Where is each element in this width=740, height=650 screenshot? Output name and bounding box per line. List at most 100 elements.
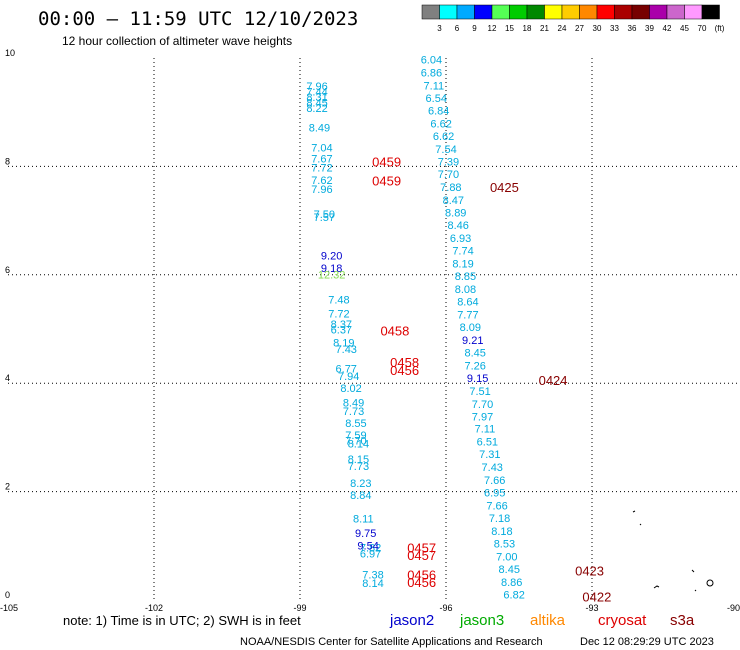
time-label: 0458 [390, 355, 419, 370]
legend-swatch [579, 4, 598, 20]
wave-height-label: 8.08 [455, 284, 476, 296]
wave-height-label: 7.94 [338, 371, 359, 383]
wave-height-label: 7.48 [328, 295, 349, 307]
legend-label: 6 [455, 24, 460, 33]
time-label: 0423 [575, 564, 604, 579]
y-tick-label: 10 [5, 48, 15, 58]
x-tick-label: -99 [293, 603, 306, 613]
wave-height-label: 6.04 [421, 55, 442, 67]
legend-swatch [666, 4, 685, 20]
wave-height-label: 8.89 [445, 207, 466, 219]
y-tick-label: 6 [5, 265, 10, 275]
legend-label: 3 [437, 24, 442, 33]
wave-height-label: 6.86 [421, 68, 442, 80]
wave-height-label: 7.54 [435, 144, 456, 156]
legend-swatch [684, 4, 703, 20]
legend-label: 27 [575, 24, 584, 33]
wave-height-label: 9.20 [321, 250, 342, 262]
wave-height-label: 7.70 [345, 436, 366, 448]
x-tick-label: -96 [439, 603, 452, 613]
wave-height-label: 7.70 [472, 399, 493, 411]
legend-label: 33 [610, 24, 619, 33]
legend-swatch [561, 4, 580, 20]
legend-label: 42 [663, 24, 672, 33]
legend-label: 30 [593, 24, 602, 33]
y-tick-label: 0 [5, 590, 10, 600]
wave-height-label: 9.15 [467, 373, 488, 385]
wave-height-label: 6.82 [503, 590, 524, 602]
wave-height-label: 7.18 [489, 513, 510, 525]
legend-label: 24 [558, 24, 567, 33]
wave-height-label: 7.44 [306, 87, 327, 99]
wave-height-label: 9.21 [462, 335, 483, 347]
wave-height-label: 7.57 [314, 212, 335, 224]
wave-height-label: 7.51 [469, 386, 490, 398]
wave-height-label: 9.54 [357, 540, 378, 552]
x-tick-label: -105 [0, 603, 18, 613]
legend-label: 45 [680, 24, 689, 33]
time-label: 0456 [390, 363, 419, 378]
grid-lines [8, 58, 738, 600]
wave-height-label: 8.45 [499, 564, 520, 576]
legend-label: 70 [698, 24, 707, 33]
wave-height-label: 7.74 [452, 245, 473, 257]
legend-label: 21 [540, 24, 549, 33]
wave-height-label: 12.32 [318, 269, 346, 281]
legend-label: 15 [505, 24, 514, 33]
time-label: 0458 [380, 324, 409, 339]
wave-height-label: 9.18 [321, 263, 342, 275]
timestamp: Dec 12 08:29:29 UTC 2023 [580, 636, 714, 648]
legend-label: 12 [488, 24, 497, 33]
wave-height-label: 7.73 [343, 406, 364, 418]
wave-height-label: 6.95 [484, 488, 505, 500]
wave-height-label: 8.37 [331, 319, 352, 331]
wave-height-label: 8.45 [464, 347, 485, 359]
wave-height-label: 7.39 [438, 157, 459, 169]
wave-height-label: 7.04 [311, 142, 332, 154]
y-tick-label: 2 [5, 482, 10, 492]
wave-height-label: 7.11 [424, 81, 445, 93]
satellite-label-cryosat: cryosat [598, 612, 647, 629]
time-label: 0425 [490, 180, 519, 195]
x-tick-label: -102 [145, 603, 163, 613]
wave-height-label: 7.97 [472, 411, 493, 423]
footer-note: note: 1) Time is in UTC; 2) SWH is in fe… [63, 613, 301, 628]
wave-height-label: 7.82 [360, 542, 381, 554]
axis-ticks: -105 -102 -99 -96 -93 -90 0 2 4 6 8 10 [0, 48, 740, 613]
legend-label: 36 [628, 24, 637, 33]
legend-swatch [509, 4, 528, 20]
wave-height-label: 8.47 [443, 195, 464, 207]
wave-height-label: 6.51 [477, 437, 498, 449]
legend-label: 18 [523, 24, 532, 33]
legend-swatch [701, 4, 720, 20]
wave-height-label: 8.14 [348, 438, 369, 450]
page-subtitle: 12 hour collection of altimeter wave hei… [62, 34, 292, 48]
satellite-label-jason3: jason3 [459, 612, 504, 629]
wave-height-label: 9.75 [355, 528, 376, 540]
wave-height-label: 7.73 [348, 461, 369, 473]
wave-height-label: 7.66 [486, 501, 507, 513]
wave-height-label: 8.49 [343, 398, 364, 410]
time-label: 0457 [407, 540, 436, 555]
x-tick-label: -90 [727, 603, 740, 613]
wave-height-label: 7.62 [311, 175, 332, 187]
wave-height-label: 8.46 [447, 220, 468, 232]
wave-height-label: 7.31 [479, 449, 500, 461]
page-title: 00:00 – 11:59 UTC 12/10/2023 [38, 8, 358, 30]
wave-height-label: 7.59 [345, 430, 366, 442]
time-label: 0457 [407, 548, 436, 563]
legend-swatch [474, 4, 493, 20]
wave-height-label: 8.86 [501, 577, 522, 589]
wave-height-label: 7.26 [464, 360, 485, 372]
wave-height-label: 8.45 [306, 97, 327, 109]
legend-label: 39 [645, 24, 654, 33]
legend-swatch [631, 4, 650, 20]
wave-height-label: 6.77 [336, 364, 357, 376]
time-label: 0459 [372, 173, 401, 188]
wave-height-label: 8.11 [353, 514, 374, 526]
wave-height-label: 6.37 [331, 325, 352, 337]
wave-height-label: 6.54 [426, 93, 447, 105]
legend-swatch [596, 4, 615, 20]
